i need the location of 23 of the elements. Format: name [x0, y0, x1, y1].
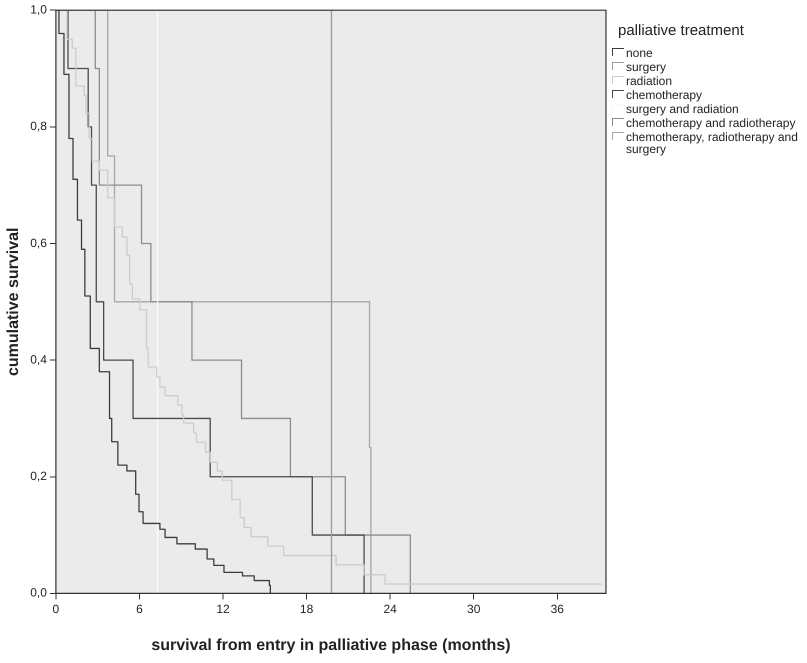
legend-label: chemotherapy and radiotherapy [626, 116, 796, 130]
legend-label: radiation [626, 74, 672, 88]
y-tick-label: 0,0 [30, 586, 48, 600]
legend-label: chemotherapy [626, 88, 702, 102]
x-tick-label: 12 [216, 602, 230, 616]
legend-label: none [626, 46, 653, 60]
x-tick-label: 18 [300, 602, 314, 616]
y-tick-label: 0,8 [30, 119, 48, 134]
y-tick-label: 1,0 [30, 2, 48, 17]
x-axis-title: survival from entry in palliative phase (months) [151, 636, 511, 654]
y-axis-title: cumulative survival [5, 228, 22, 376]
x-tick-label: 24 [383, 602, 398, 616]
x-tick-label: 6 [136, 602, 144, 616]
x-tick-label: 0 [52, 602, 60, 616]
legend-title: palliative treatment [618, 22, 745, 39]
x-tick-label: 36 [550, 602, 564, 616]
legend-label: chemotherapy, radiotherapy and surgery [626, 130, 799, 156]
y-tick-label: 0,4 [30, 352, 48, 366]
legend-label: surgery [626, 60, 666, 74]
y-tick-label: 0,2 [30, 469, 48, 484]
legend-label: surgery and radiation [626, 102, 739, 116]
y-tick-label: 0,6 [30, 236, 48, 250]
x-tick-label: 30 [467, 602, 481, 616]
